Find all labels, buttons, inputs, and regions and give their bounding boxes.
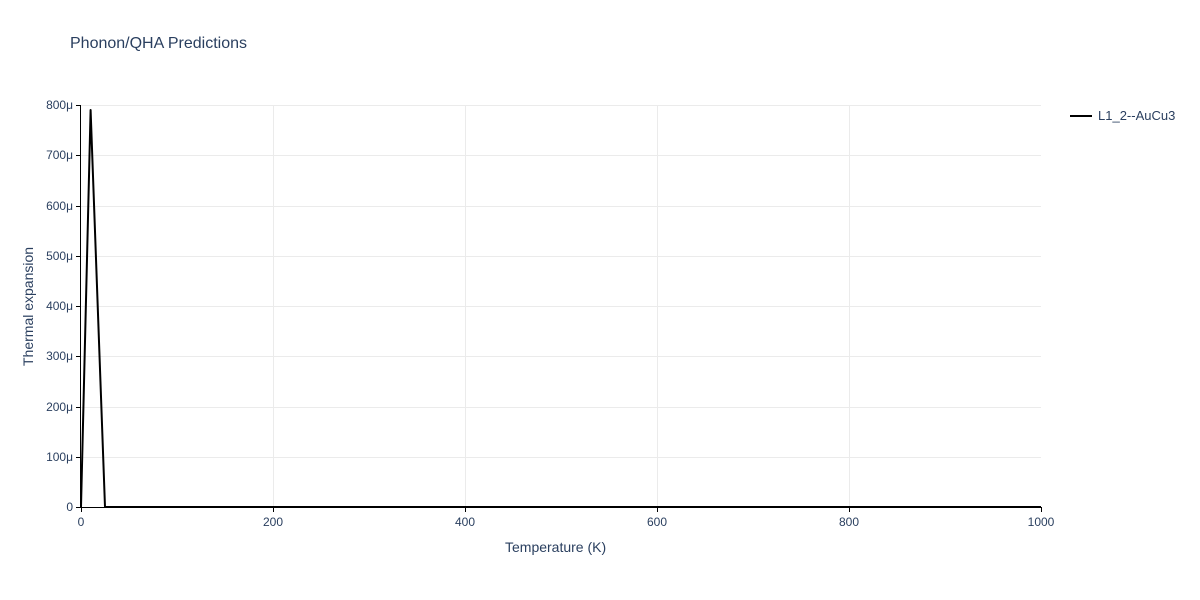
chart-container: Phonon/QHA Predictions Thermal expansion… — [0, 0, 1200, 600]
series-line[interactable] — [81, 110, 1041, 507]
series-layer — [81, 105, 1041, 507]
legend-label: L1_2--AuCu3 — [1098, 108, 1175, 123]
y-axis-label: Thermal expansion — [20, 247, 36, 366]
chart-title: Phonon/QHA Predictions — [70, 35, 247, 53]
legend-swatch — [1070, 115, 1092, 117]
legend-item[interactable]: L1_2--AuCu3 — [1070, 108, 1175, 123]
x-axis-label: Temperature (K) — [505, 539, 606, 555]
plot-area[interactable]: 0100μ200μ300μ400μ500μ600μ700μ800μ0200400… — [80, 105, 1041, 508]
x-tick-mark — [81, 507, 82, 512]
x-tick-mark — [1041, 507, 1042, 512]
legend[interactable]: L1_2--AuCu3 — [1070, 108, 1175, 123]
